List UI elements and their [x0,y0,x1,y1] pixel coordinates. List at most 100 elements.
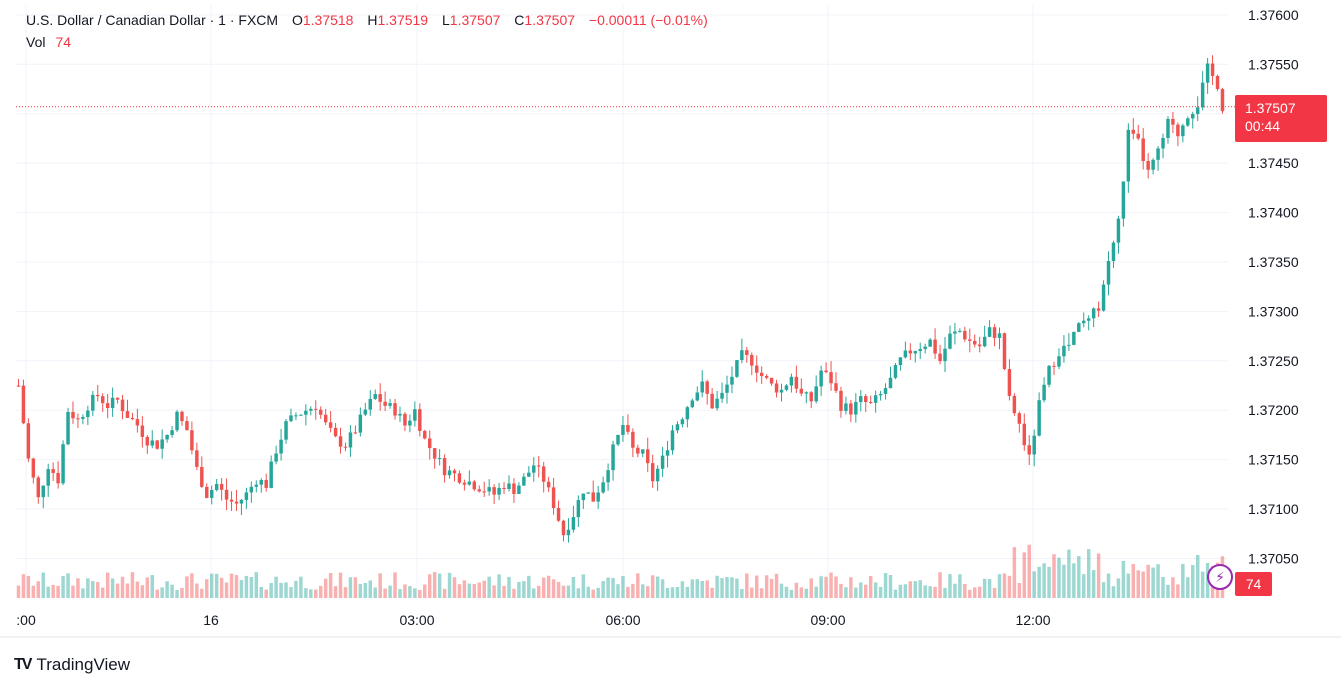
volume-bar [809,578,813,598]
volume-bar [938,572,942,598]
volume-bar [992,587,997,598]
candle-body [893,365,898,378]
volume-bar [418,589,422,598]
candle-body [1210,63,1215,76]
volume-bar [616,584,620,598]
volume-bar [854,587,858,598]
volume-bar [1067,549,1071,598]
candle-body [497,487,501,495]
volume-bar [591,589,595,598]
candle-body [51,469,55,473]
candle-body [46,469,50,486]
volume-bar [581,574,586,598]
candle-body [690,400,695,408]
candle-body [1176,124,1180,137]
candle-body [205,486,209,498]
candle-body [180,411,184,422]
volume-bar [700,580,704,598]
brand-logo[interactable]: TV TradingView [14,655,130,675]
volume-bar [824,576,828,598]
volume-bar [160,587,164,598]
volume-bar [36,581,41,598]
candle-body [968,339,972,341]
candle-body [477,489,482,492]
candle-body [799,388,804,394]
candle-body [1052,365,1056,367]
time-tick-label: :00 [16,612,36,628]
volume-bar [819,576,823,598]
candle-body [338,436,343,447]
volume-bar [1002,573,1007,598]
volume-bar [690,579,695,598]
candle-body [36,477,41,498]
candle-body [343,446,348,448]
volume-bar [200,588,204,598]
volume-bar [259,586,263,598]
symbol-title[interactable]: U.S. Dollar / Canadian Dollar · 1 · FXCM [26,12,279,28]
volume-bar [977,586,982,598]
price-tick-label: 1.37300 [1248,303,1299,319]
price-tick-label: 1.37550 [1248,56,1299,72]
candle-body [641,449,645,454]
candle-body [1195,107,1200,114]
volume-bar [170,584,174,598]
candle-body [868,402,873,404]
volume-bar [86,578,90,598]
volume-bar [398,589,402,598]
candle-body [546,481,551,488]
volume-bar [1195,555,1200,598]
candle-body [1022,423,1027,446]
volume-bar [304,588,308,598]
volume-bar [150,575,154,598]
candle-body [348,432,353,448]
price-axis[interactable]: 1.376001.375501.375001.374501.374001.373… [1248,7,1299,567]
volume-bar [239,580,244,598]
lightning-icon[interactable]: ⚡ [1207,564,1233,590]
candle-body [219,484,224,490]
volume-bar [224,582,229,598]
candle-body [606,470,610,483]
volume-bar [388,585,392,598]
volume-bar [328,572,333,598]
current-price-tag: 1.37507 00:44 [1235,95,1327,142]
candle-body [764,375,769,378]
candle-body [913,351,918,354]
candle-body [31,458,36,478]
volume-bar [26,575,31,598]
candle-body [1002,333,1007,370]
price-tick-label: 1.37050 [1248,550,1299,566]
candle-body [1042,384,1046,401]
candle-body [601,482,605,493]
volume-bar [1027,544,1031,598]
time-axis[interactable]: :00 16 03:00 06:00 09:00 12:00 [16,612,1050,628]
candle-body [200,466,204,487]
candle-body [115,397,120,400]
volume-bar [923,585,927,598]
volume-bar [953,583,957,598]
candle-body [1141,138,1145,162]
volume-bar [71,585,75,598]
volume-bar [264,589,268,598]
volume-bar [343,587,348,598]
candle-body [21,385,26,424]
price-tick-label: 1.37600 [1248,7,1299,23]
close-value: 1.37507 [524,12,576,28]
candle-body [898,357,903,366]
candle-body [1101,284,1106,311]
candle-body [829,372,833,384]
candle-body [923,346,927,350]
volume-bar [1017,583,1022,598]
candle-body [229,499,234,502]
volume-bar [190,573,194,598]
volume-bar [859,582,863,598]
candle-body [165,434,169,440]
volume-bar [1091,570,1096,598]
volume-bar [987,579,992,598]
candle-body [779,389,784,393]
volume-bar [249,577,254,598]
candle-body [631,431,635,448]
volume-bar [893,589,898,598]
candle-body [110,397,115,408]
volume-bar [779,583,784,598]
